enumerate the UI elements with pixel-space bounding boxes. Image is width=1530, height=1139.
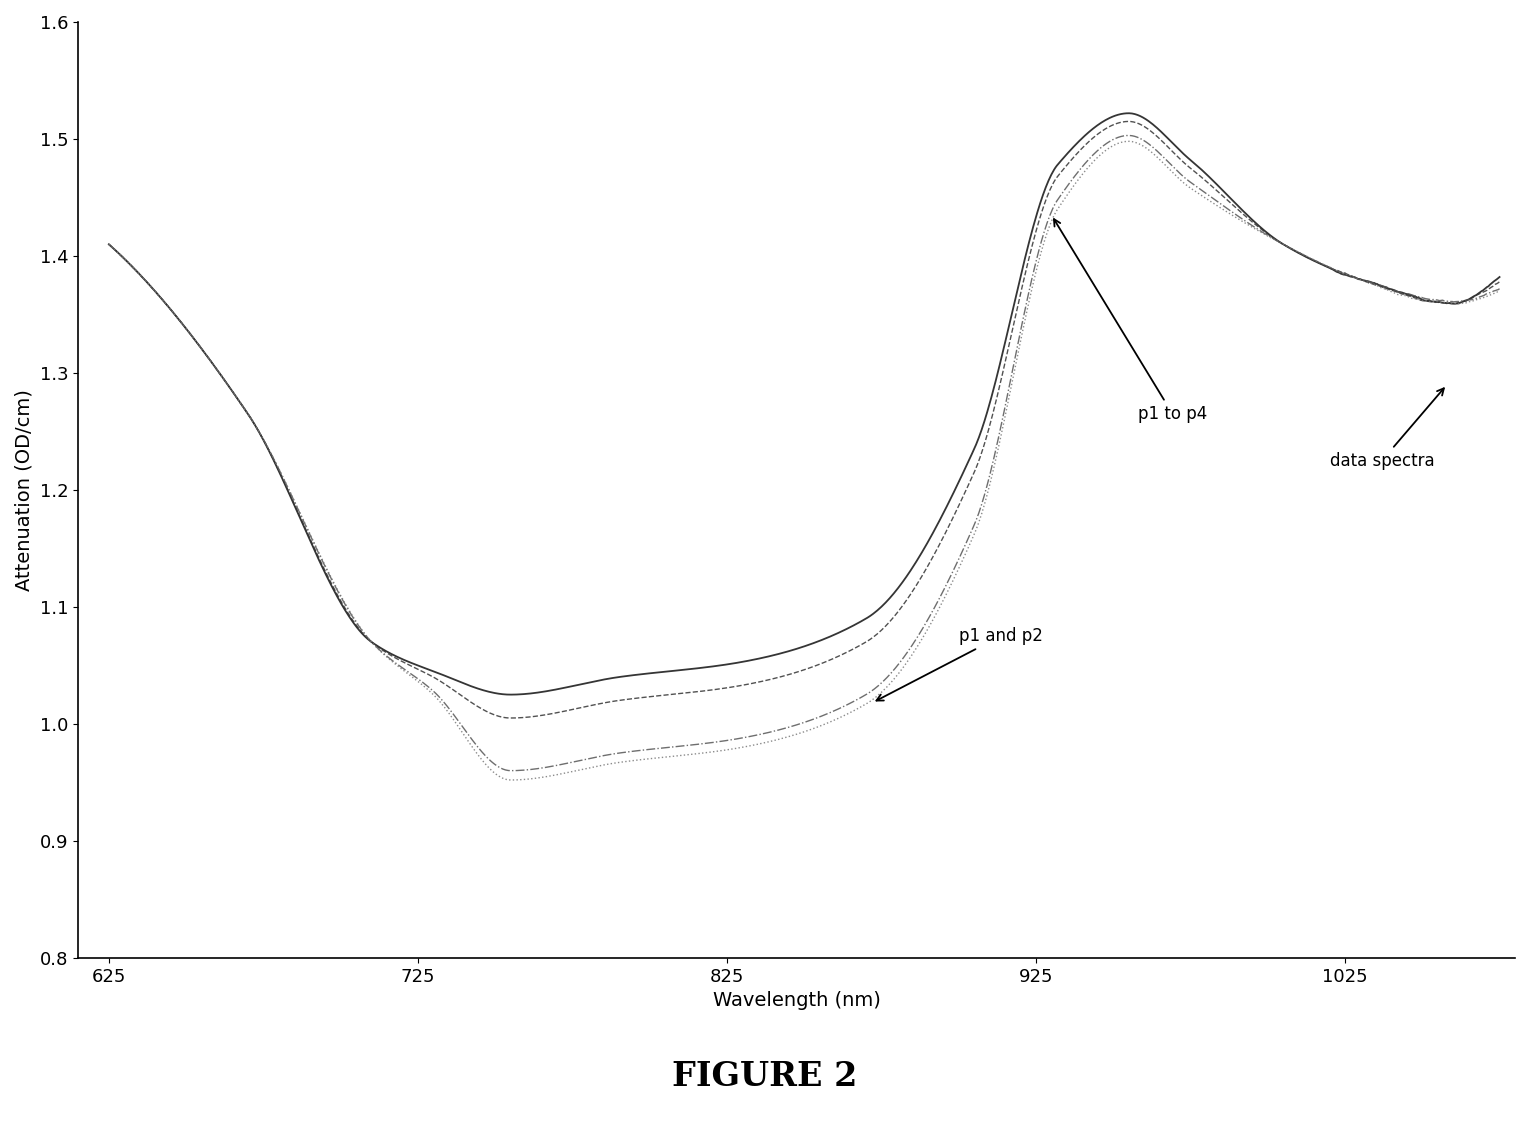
X-axis label: Wavelength (nm): Wavelength (nm) <box>713 991 880 1010</box>
Text: data spectra: data spectra <box>1330 388 1444 469</box>
Text: p1 and p2: p1 and p2 <box>877 628 1042 700</box>
Text: p1 to p4: p1 to p4 <box>1054 219 1207 423</box>
Y-axis label: Attenuation (OD/cm): Attenuation (OD/cm) <box>15 390 34 591</box>
Text: FIGURE 2: FIGURE 2 <box>672 1060 858 1092</box>
